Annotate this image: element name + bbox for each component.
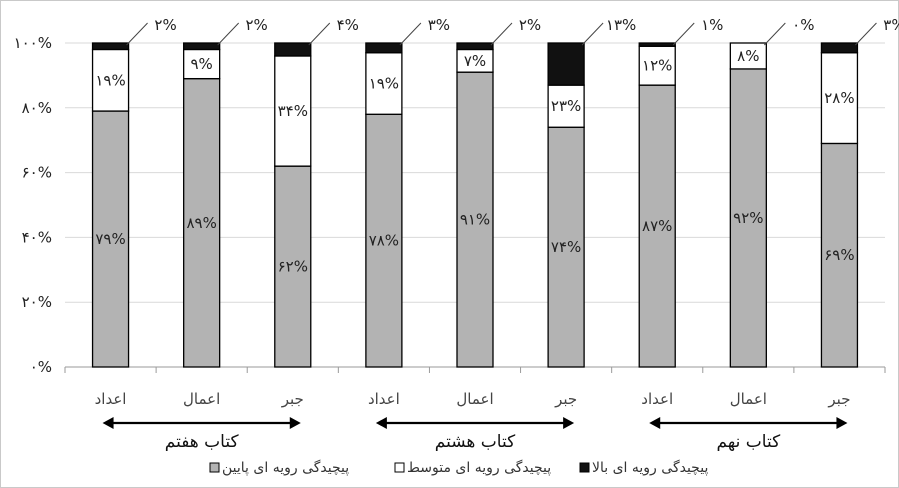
x-category-label: جبر [281,390,304,408]
data-label-low: ۷۸% [369,232,399,250]
data-label-high: ۲% [154,16,176,34]
data-label-high: ۱۳% [606,16,636,34]
data-label-low: ۶۹% [824,246,854,264]
data-label-high: ۲% [519,16,541,34]
data-label-low: ۶۲% [278,258,308,276]
bar-segment-series-0 [820,142,859,368]
legend-swatch [209,462,220,473]
bar-segment-series-2 [91,42,130,51]
group-arrow-head-right [289,417,301,429]
data-label-low: ۸۹% [186,214,216,232]
bar-segment-series-0 [274,165,312,368]
bar-segment-series-2 [456,42,494,51]
group-arrow-head-left [375,417,387,429]
bar-segment-series-2 [274,42,312,57]
bar-segment-series-2 [183,42,221,51]
callout-leader [581,22,604,46]
bar-segment-series-1 [820,52,859,145]
legend-entry-label: پیچیدگی رویه ای پایین [222,459,349,476]
x-category-label: اعداد [641,390,673,408]
data-label-low: ۹۲% [733,209,763,227]
data-label-medium: ۷% [464,52,486,70]
callout-leader [399,22,422,46]
bar-segment-series-0 [91,110,130,368]
bar-segment-series-1 [729,42,767,70]
callout-leader [855,22,877,46]
bar-segment-series-0 [456,71,494,368]
data-label-high: ۳% [428,16,450,34]
data-label-high: ۰% [792,16,814,34]
data-label-medium: ۲۳% [551,97,581,115]
bars [91,42,859,368]
data-label-medium: ۱۹% [95,71,125,89]
data-label-low: ۸۷% [642,217,672,235]
group-arrow-head-left [649,417,661,429]
bar-segment-series-1 [183,48,221,80]
data-label-low: ۹۱% [460,211,490,229]
bar-segment-series-0 [365,113,403,368]
legend: پیچیدگی رویه ای پایین پیچیدگی رویه ای متو… [209,459,708,476]
data-label-medium: ۳۴% [278,102,308,120]
bar-segment-series-1 [365,52,403,115]
x-category-label: اعداد [368,390,400,408]
data-label-high: ۴% [337,16,359,34]
data-label-medium: ۸% [737,47,759,65]
group-label: کتاب نهم [716,432,781,452]
x-category-label: اعمال [456,390,493,408]
legend-entry-label: پیچیدگی رویه ای متوسط [407,459,551,476]
data-label-high: ۱% [701,16,723,34]
y-tick-label: ۱۰۰% [14,34,52,52]
bar-segment-series-0 [183,77,221,368]
callout-leader [308,22,331,46]
bar-segment-series-2 [638,42,676,47]
group-label: کتاب هشتم [435,432,516,452]
group-label: کتاب هفتم [165,432,240,452]
data-label-high: ۳% [883,16,899,34]
callout-leader [490,22,513,46]
data-label-medium: ۱۲% [642,57,672,75]
bar-segment-series-0 [547,126,585,368]
y-tick-label: ۴۰% [22,228,52,246]
callout-leader [126,22,148,46]
x-category-label: جبر [554,390,577,408]
bar-segment-series-2 [365,42,403,54]
legend-swatch [394,462,405,473]
x-categories: اعداد اعمال جبر اعداد اعمال جبر اعداد اعمال جبر [95,390,851,408]
data-label-low: ۷۹% [95,230,125,248]
y-tick-label: ۰% [30,358,52,376]
legend-entry-label: پیچیدگی رویه ای بالا [592,459,708,476]
y-tick-label: ۶۰% [22,164,52,182]
bar-segment-series-2 [820,42,859,54]
legend-swatch [579,462,590,473]
bar-segment-series-1 [547,84,585,128]
callout-leader [672,22,695,46]
group-arrow-head-left [102,417,114,429]
callout-leader [217,22,240,46]
data-labels: ۷۹% ۱۹% ۲% ۸۹% ۹% ۲% ۶۲% ۳۴% ۴% ۷۸% ۱۹% ۳% ۹۱% ۷% ۲% ۷۴… [95,16,899,276]
data-label-medium: ۲۸% [824,89,854,107]
bar-segment-series-2 [547,42,585,86]
y-tick-label: ۲۰% [22,293,52,311]
group-axis: کتاب هفتم کتاب هشتم کتاب نهم [102,417,848,452]
x-category-label: اعداد [95,390,127,408]
data-label-medium: ۱۹% [369,75,399,93]
bar-segment-series-0 [638,84,676,368]
x-category-label: اعمال [730,390,767,408]
group-arrow-head-right [836,417,848,429]
data-label-low: ۷۴% [551,238,581,256]
x-category-label: اعمال [183,390,220,408]
callout-leader [763,22,786,46]
bar-segment-series-1 [91,48,130,112]
data-label-medium: ۹% [191,55,213,73]
group-arrow-head-right [563,417,575,429]
x-category-label: جبر [827,390,850,408]
y-tick-label: ۸۰% [22,99,52,117]
data-label-high: ۲% [246,16,268,34]
